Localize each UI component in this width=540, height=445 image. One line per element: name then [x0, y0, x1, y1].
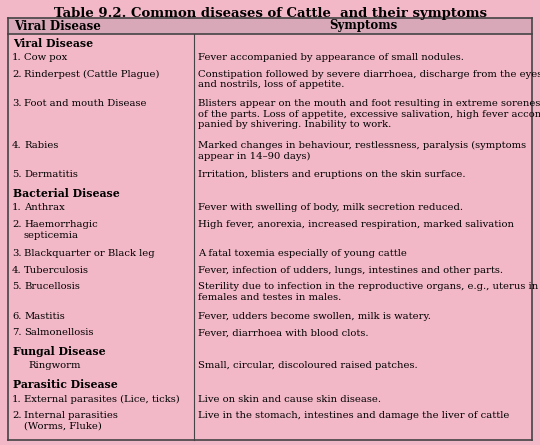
Text: Internal parasities
(Worms, Fluke): Internal parasities (Worms, Fluke): [24, 411, 118, 431]
Text: 2.: 2.: [12, 70, 22, 79]
Text: External parasites (Lice, ticks): External parasites (Lice, ticks): [24, 395, 180, 404]
Text: Symptoms: Symptoms: [329, 20, 397, 32]
Text: Mastitis: Mastitis: [24, 312, 65, 320]
Text: 1.: 1.: [12, 395, 22, 404]
Text: Foot and mouth Disease: Foot and mouth Disease: [24, 99, 146, 108]
Text: Dermatitis: Dermatitis: [24, 170, 78, 179]
Text: Anthrax: Anthrax: [24, 203, 65, 212]
Bar: [8, 18, 532, 34]
Text: 4.: 4.: [12, 266, 22, 275]
Text: 1.: 1.: [12, 203, 22, 212]
Text: Ringworm: Ringworm: [28, 361, 80, 370]
Text: Fever, diarrhoea with blood clots.: Fever, diarrhoea with blood clots.: [198, 328, 368, 337]
Text: Constipation followed by severe diarrhoea, discharge from the eyes
and nostrils,: Constipation followed by severe diarrhoe…: [198, 70, 540, 89]
Text: Salmonellosis: Salmonellosis: [24, 328, 93, 337]
Text: Fungal Disease: Fungal Disease: [13, 346, 106, 357]
Text: Fever, udders become swollen, milk is watery.: Fever, udders become swollen, milk is wa…: [198, 312, 431, 320]
Text: Fever accompanied by appearance of small nodules.: Fever accompanied by appearance of small…: [198, 53, 464, 62]
Text: Tuberculosis: Tuberculosis: [24, 266, 89, 275]
Text: Blackquarter or Black leg: Blackquarter or Black leg: [24, 249, 154, 258]
Text: Fever, infection of udders, lungs, intestines and other parts.: Fever, infection of udders, lungs, intes…: [198, 266, 503, 275]
Text: Irritation, blisters and eruptions on the skin surface.: Irritation, blisters and eruptions on th…: [198, 170, 465, 179]
Text: Marked changes in behaviour, restlessness, paralysis (symptoms
appear in 14–90 d: Marked changes in behaviour, restlessnes…: [198, 141, 526, 161]
Text: Viral Disease: Viral Disease: [13, 38, 93, 49]
Text: 5.: 5.: [12, 170, 22, 179]
Text: Fever with swelling of body, milk secretion reduced.: Fever with swelling of body, milk secret…: [198, 203, 463, 212]
Text: Bacterial Disease: Bacterial Disease: [13, 188, 120, 199]
Text: Rabies: Rabies: [24, 141, 58, 150]
Text: High fever, anorexia, increased respiration, marked salivation: High fever, anorexia, increased respirat…: [198, 220, 514, 229]
Text: 2.: 2.: [12, 220, 22, 229]
Text: Sterility due to infection in the reproductive organs, e.g., uterus in
females a: Sterility due to infection in the reprod…: [198, 283, 538, 302]
Text: 6.: 6.: [12, 312, 22, 320]
Text: 3.: 3.: [12, 99, 22, 108]
Text: 4.: 4.: [12, 141, 22, 150]
Text: Brucellosis: Brucellosis: [24, 283, 80, 291]
Text: Small, circular, discoloured raised patches.: Small, circular, discoloured raised patc…: [198, 361, 417, 370]
Text: 3.: 3.: [12, 249, 22, 258]
Text: Viral Disease: Viral Disease: [14, 20, 101, 32]
Text: 1.: 1.: [12, 53, 22, 62]
Text: Parasitic Disease: Parasitic Disease: [13, 379, 118, 390]
Text: Haemorrhagic
septicemia: Haemorrhagic septicemia: [24, 220, 98, 240]
Text: Live in the stomach, intestines and damage the liver of cattle: Live in the stomach, intestines and dama…: [198, 411, 509, 420]
Text: 7.: 7.: [12, 328, 22, 337]
Text: Live on skin and cause skin disease.: Live on skin and cause skin disease.: [198, 395, 381, 404]
Text: Table 9.2. Common diseases of Cattle  and their symptoms: Table 9.2. Common diseases of Cattle and…: [53, 7, 487, 20]
Text: 5.: 5.: [12, 283, 22, 291]
Text: 2.: 2.: [12, 411, 22, 420]
Text: Cow pox: Cow pox: [24, 53, 68, 62]
Text: Blisters appear on the mouth and foot resulting in extreme soreness
of the parts: Blisters appear on the mouth and foot re…: [198, 99, 540, 129]
Text: Rinderpest (Cattle Plague): Rinderpest (Cattle Plague): [24, 70, 159, 79]
Text: A fatal toxemia especially of young cattle: A fatal toxemia especially of young catt…: [198, 249, 407, 258]
